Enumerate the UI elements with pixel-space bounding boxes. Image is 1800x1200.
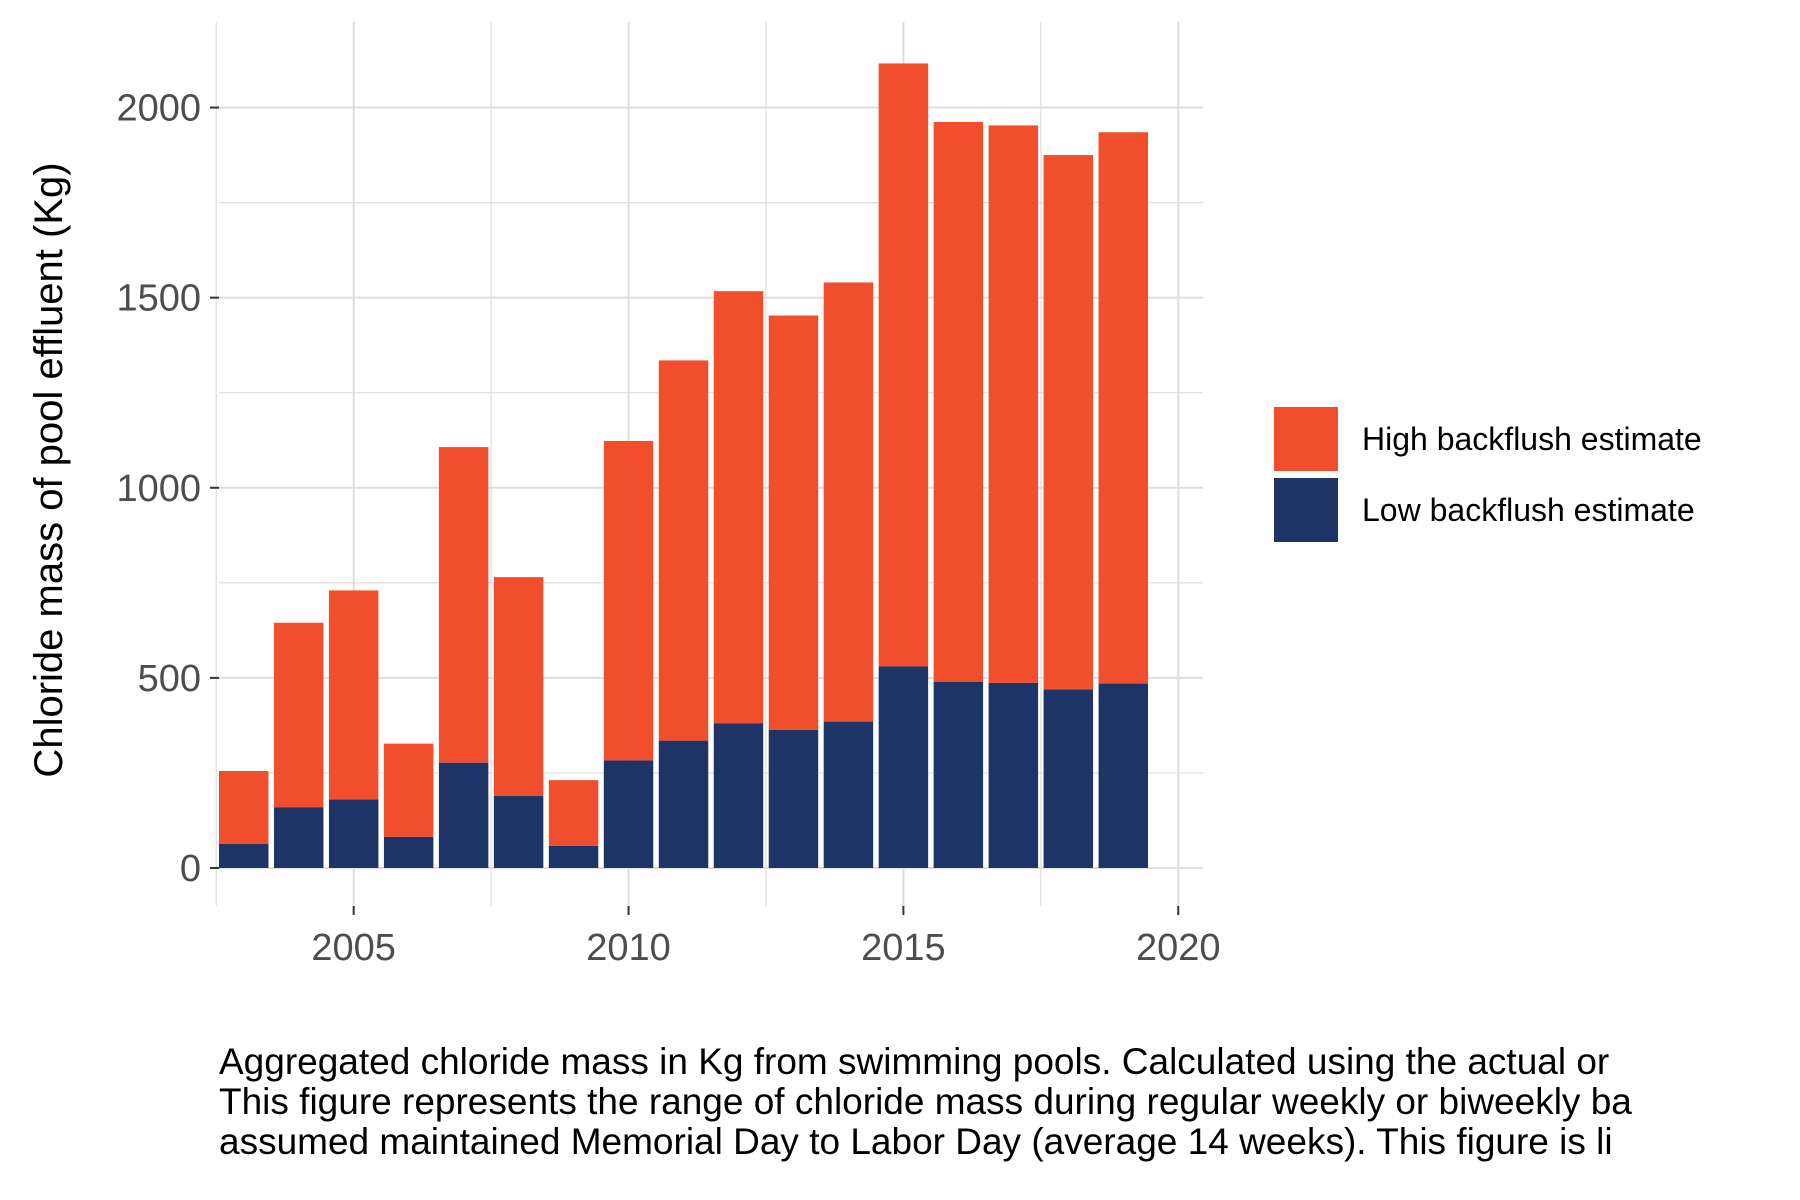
bar-low-2005 bbox=[328, 799, 379, 868]
bar-high-2014 bbox=[823, 282, 874, 722]
bar-low-2006 bbox=[383, 836, 434, 868]
y-tick-label: 1500 bbox=[116, 278, 201, 320]
bar-low-2017 bbox=[988, 682, 1039, 868]
bar-high-2012 bbox=[713, 291, 764, 724]
bar-low-2003 bbox=[219, 844, 269, 868]
bar-low-2019 bbox=[1098, 683, 1149, 868]
x-tick-label: 2020 bbox=[1136, 927, 1221, 969]
bar-low-2016 bbox=[933, 681, 984, 868]
bar-low-2011 bbox=[658, 740, 709, 868]
bar-low-2004 bbox=[273, 807, 324, 868]
bar-low-2012 bbox=[713, 723, 764, 868]
bar-high-2004 bbox=[273, 622, 324, 808]
bar-high-2013 bbox=[768, 315, 819, 730]
x-tick-label: 2005 bbox=[311, 927, 396, 969]
bar-high-2008 bbox=[493, 577, 544, 796]
bars bbox=[219, 63, 1149, 868]
bar-high-2018 bbox=[1043, 155, 1094, 690]
bar-high-2006 bbox=[383, 743, 434, 837]
x-tick-label: 2015 bbox=[861, 927, 946, 969]
caption-line: assumed maintained Memorial Day to Labor… bbox=[219, 1121, 1613, 1162]
bar-low-2008 bbox=[493, 795, 544, 868]
legend-key-low bbox=[1272, 476, 1340, 544]
bar-high-2017 bbox=[988, 125, 1039, 683]
legend-label-low: Low backflush estimate bbox=[1362, 492, 1695, 528]
bar-high-2019 bbox=[1098, 132, 1149, 684]
bar-low-2013 bbox=[768, 729, 819, 868]
bar-high-2015 bbox=[878, 63, 929, 667]
y-tick-label: 0 bbox=[180, 848, 201, 890]
bar-high-2003 bbox=[219, 771, 269, 845]
y-tick-label: 2000 bbox=[116, 88, 201, 130]
y-tick-label: 1000 bbox=[116, 468, 201, 510]
bar-high-2007 bbox=[438, 447, 489, 763]
legend-key-high bbox=[1272, 405, 1340, 473]
bar-low-2007 bbox=[438, 762, 489, 868]
x-tick-label: 2010 bbox=[586, 927, 671, 969]
y-axis: 0 500 1000 1500 2000 bbox=[116, 88, 219, 890]
bar-low-2009 bbox=[548, 845, 599, 868]
legend-label-high: High backflush estimate bbox=[1362, 421, 1702, 457]
bar-high-2005 bbox=[328, 590, 379, 800]
bar-low-2010 bbox=[603, 760, 654, 868]
bar-low-2015 bbox=[878, 666, 929, 868]
caption-line: This figure represents the range of chlo… bbox=[219, 1081, 1632, 1122]
y-tick-label: 500 bbox=[138, 658, 201, 700]
figure-caption: Aggregated chloride mass in Kg from swim… bbox=[219, 1042, 1800, 1162]
y-axis-title: Chloride mass of pool effluent (Kg) bbox=[27, 162, 71, 777]
legend: High backflush estimate Low backflush est… bbox=[1272, 405, 1702, 544]
bar-low-2018 bbox=[1043, 689, 1094, 868]
caption-line: Aggregated chloride mass in Kg from swim… bbox=[219, 1042, 1610, 1082]
bar-low-2014 bbox=[823, 721, 874, 868]
bar-high-2010 bbox=[603, 440, 654, 761]
x-axis: 2005 2010 2015 2020 bbox=[311, 906, 1221, 969]
bar-high-2016 bbox=[933, 121, 984, 682]
bar-high-2009 bbox=[548, 780, 599, 846]
bar-high-2011 bbox=[658, 360, 709, 741]
